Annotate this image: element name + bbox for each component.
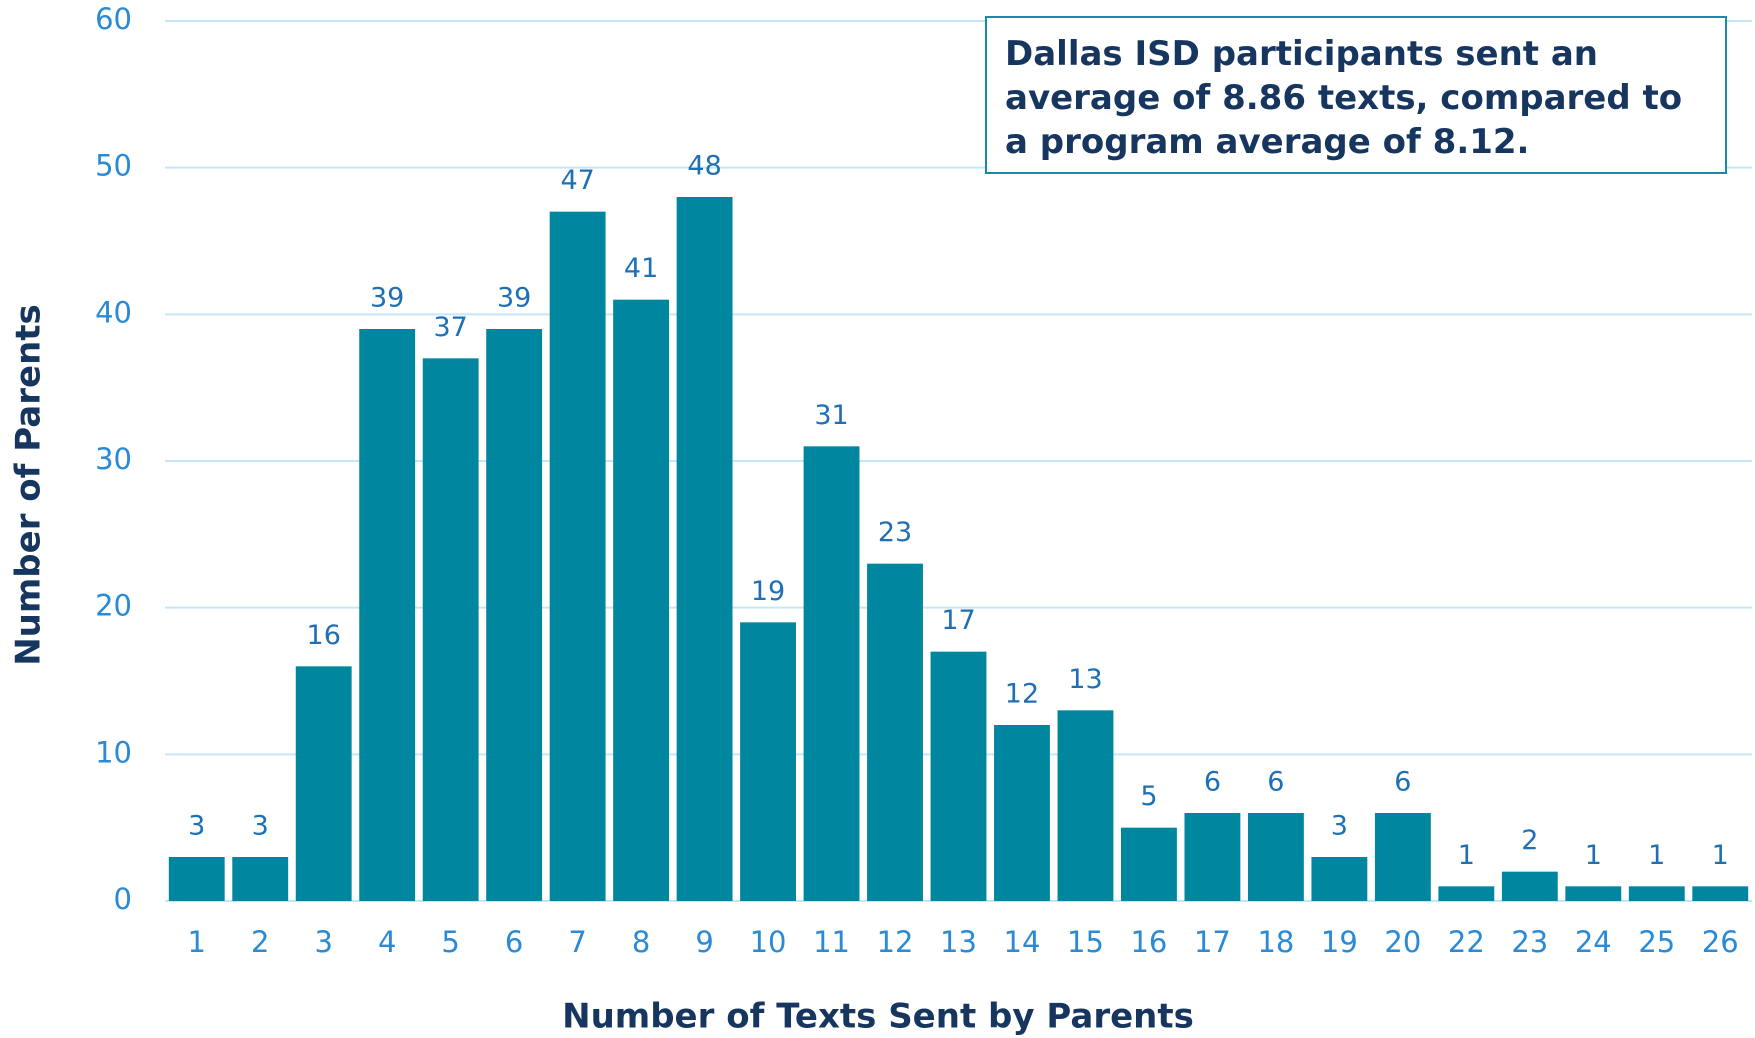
x-tick-label: 15 [1067, 925, 1104, 959]
bar [168, 857, 225, 901]
data-label: 47 [560, 165, 594, 196]
bar [1057, 710, 1114, 901]
data-label: 3 [252, 811, 269, 842]
x-tick-label: 16 [1130, 925, 1167, 959]
x-axis-title: Number of Texts Sent by Parents [562, 997, 1194, 1037]
bar [930, 651, 987, 901]
bar [1184, 813, 1241, 901]
x-tick-label: 11 [813, 925, 850, 959]
bar [1374, 813, 1431, 901]
data-label: 1 [1648, 840, 1665, 871]
x-tick-label: 8 [632, 925, 650, 959]
bar [1501, 871, 1558, 901]
x-tick-label: 4 [378, 925, 396, 959]
x-tick-label: 10 [750, 925, 787, 959]
data-label: 5 [1140, 781, 1157, 812]
bar [867, 563, 923, 901]
x-tick-label: 14 [1004, 925, 1041, 959]
bar [676, 197, 733, 901]
x-tick-label: 7 [568, 925, 586, 959]
data-label: 1 [1458, 840, 1475, 871]
bar [1438, 886, 1495, 901]
bar [803, 446, 860, 901]
data-label: 16 [307, 620, 341, 651]
x-tick-label: 9 [695, 925, 713, 959]
x-tick-label: 20 [1384, 925, 1421, 959]
data-label: 48 [687, 151, 721, 182]
y-tick-label: 50 [95, 149, 132, 183]
y-tick-label: 10 [95, 735, 132, 769]
x-tick-label: 6 [505, 925, 523, 959]
bar [232, 857, 289, 901]
data-label: 2 [1521, 825, 1538, 856]
y-tick-label: 40 [95, 295, 132, 329]
x-tick-label: 24 [1575, 925, 1612, 959]
bar [295, 666, 352, 901]
data-label: 6 [1394, 767, 1411, 798]
data-label: 3 [188, 811, 205, 842]
x-tick-label: 12 [877, 925, 914, 959]
data-label: 13 [1068, 664, 1102, 695]
bar [1121, 827, 1177, 901]
x-tick-label: 1 [188, 925, 206, 959]
x-tick-label: 2 [251, 925, 269, 959]
x-tick-label: 22 [1448, 925, 1485, 959]
bar [486, 329, 543, 901]
annotation: Dallas ISD participants sent an average … [985, 16, 1727, 174]
x-tick-label: 25 [1638, 925, 1675, 959]
x-tick-label: 17 [1194, 925, 1231, 959]
x-tick-label: 5 [441, 925, 459, 959]
data-label: 39 [497, 283, 531, 314]
data-label: 17 [941, 605, 975, 636]
data-label: 1 [1585, 840, 1602, 871]
data-label: 41 [624, 253, 658, 284]
bar [1247, 813, 1304, 901]
data-label: 39 [370, 283, 404, 314]
data-label: 23 [878, 517, 912, 548]
y-tick-label: 20 [95, 589, 132, 623]
bar [422, 358, 479, 901]
data-label: 31 [814, 400, 848, 431]
data-label: 6 [1204, 767, 1221, 798]
x-tick-label: 3 [314, 925, 332, 959]
bar [359, 329, 416, 901]
bar [549, 211, 606, 901]
data-label: 3 [1331, 811, 1348, 842]
data-label: 1 [1712, 840, 1729, 871]
x-tick-label: 23 [1511, 925, 1548, 959]
bar [1628, 886, 1685, 901]
bar [994, 725, 1050, 901]
bar [1692, 886, 1749, 901]
bar [613, 299, 670, 902]
x-tick-label: 18 [1257, 925, 1294, 959]
data-label: 6 [1267, 767, 1284, 798]
data-label: 12 [1005, 679, 1039, 710]
y-axis-title: Number of Parents [9, 304, 49, 666]
data-label: 19 [751, 576, 785, 607]
y-tick-label: 0 [114, 882, 132, 916]
bar [1565, 886, 1622, 901]
x-tick-label: 26 [1702, 925, 1739, 959]
y-tick-label: 30 [95, 442, 132, 476]
x-tick-label: 13 [940, 925, 977, 959]
y-tick-label: 60 [95, 2, 132, 36]
data-label: 37 [433, 312, 467, 343]
x-tick-label: 19 [1321, 925, 1358, 959]
bar [1311, 857, 1368, 901]
bar [740, 622, 796, 901]
